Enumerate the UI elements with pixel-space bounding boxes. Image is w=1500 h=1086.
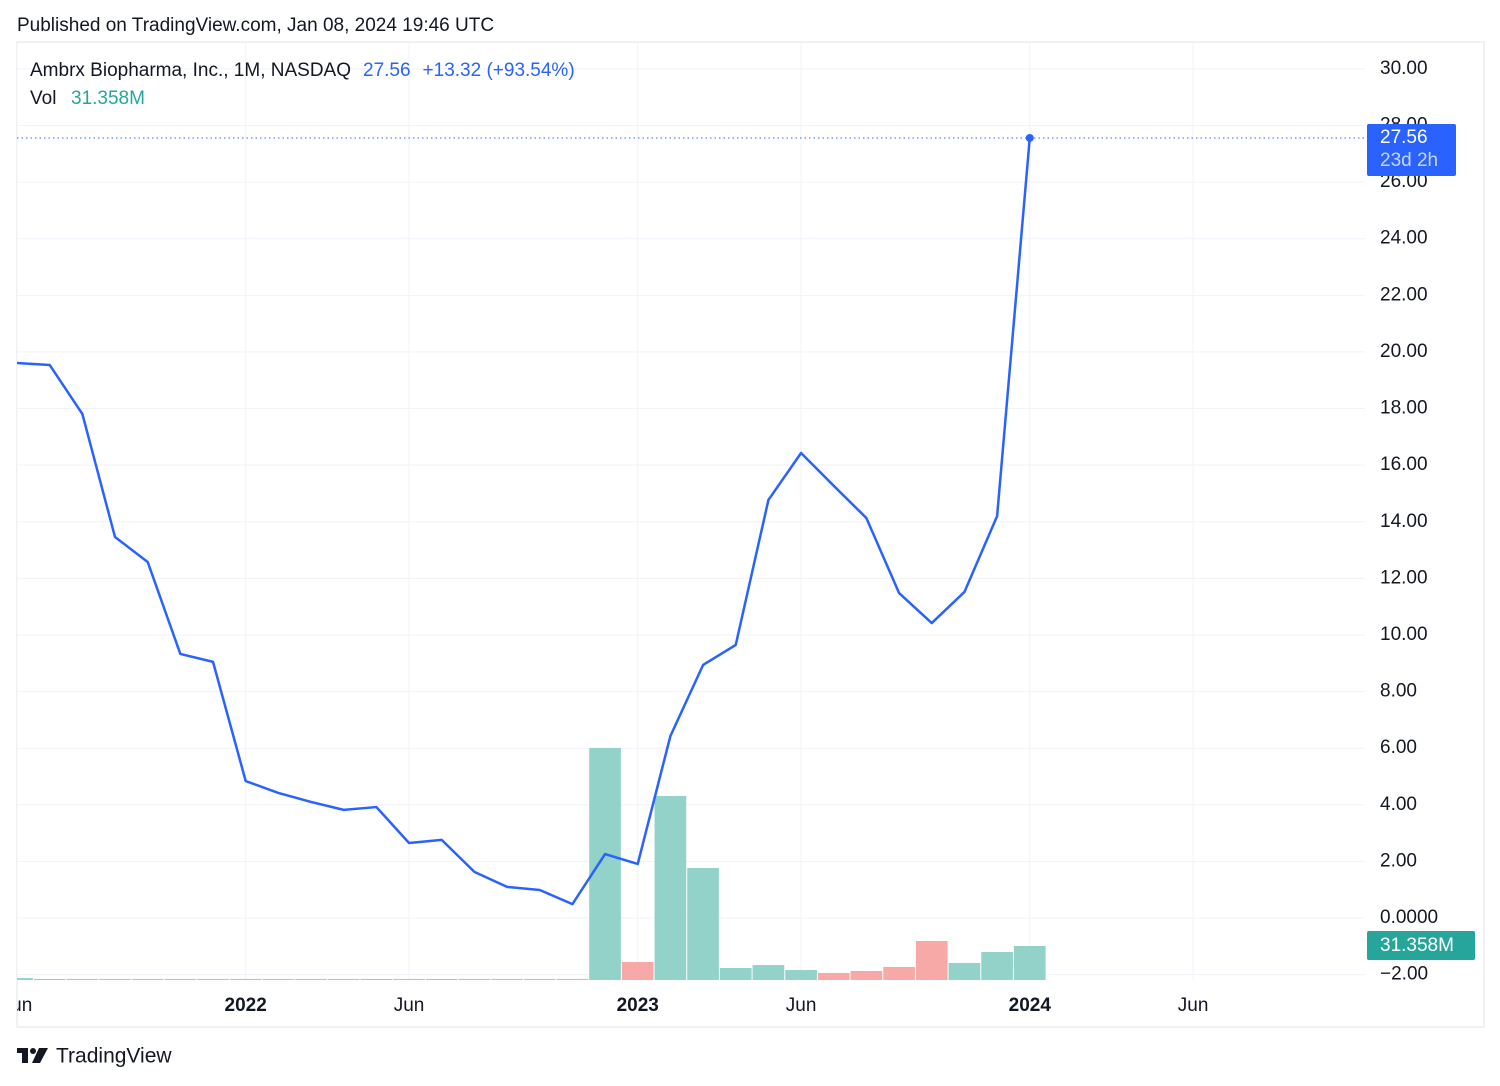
volume-bar [621,961,654,980]
volume-bar [1013,945,1046,980]
y-tick-label: 0.0000 [1380,907,1438,928]
volume-bar [66,978,99,980]
volume-bar [883,966,915,980]
y-tick-label: 20.00 [1380,341,1428,362]
volume-bar [360,978,393,980]
volume-bar [164,978,197,980]
volume-bar [687,867,719,980]
volume-bar [491,978,523,980]
y-tick-label: 22.00 [1380,284,1428,305]
x-tick-label: 2023 [617,995,659,1016]
price-badge [1367,123,1456,176]
volume-bar [817,972,850,980]
x-tick-label: Jun [786,995,817,1016]
published-note: Published on TradingView.com, Jan 08, 20… [17,15,494,36]
y-tick-label: 24.00 [1380,228,1428,249]
legend-title: Ambrx Biopharma, Inc., 1M, NASDAQ [30,60,351,81]
x-tick-label: Jun [1178,995,1209,1016]
volume-bar [589,747,621,980]
x-tick-label: 2022 [225,995,267,1016]
x-tick-label: 2024 [1009,995,1052,1016]
volume-badge-value: 31.358M [1380,935,1454,956]
y-tick-label: 26.00 [1380,171,1428,192]
volume-bar [523,978,556,980]
price-badge-value: 27.56 [1380,127,1428,148]
y-tick-label: 2.00 [1380,850,1417,871]
y-tick-label: 14.00 [1380,511,1428,532]
legend-last: 27.56 [363,60,411,81]
volume-bar [850,970,883,980]
x-tick-label: Jun [2,995,33,1016]
volume-bar [556,978,589,980]
volume-bar [915,940,948,980]
price-badge-countdown: 23d 2h [1380,150,1438,171]
brand-name: TradingView [56,1045,172,1068]
volume-bar [327,978,360,980]
legend-vol: Vol [30,88,56,109]
volume-bar [197,978,229,980]
volume-bar [752,965,785,980]
volume-bar [981,952,1013,980]
volume-bar [131,978,164,980]
pane-border [16,41,1485,1028]
y-tick-label: 4.00 [1380,794,1417,815]
y-tick-label: 8.00 [1380,681,1417,702]
legend-vol-value: 31.358M [71,88,145,109]
volume-bar [458,978,491,980]
y-tick-label: 12.00 [1380,567,1428,588]
volume-bar [17,978,33,980]
y-tick-label: 10.00 [1380,624,1428,645]
volume-badge [1367,930,1475,960]
last-point [1025,133,1034,142]
y-tick-label: 18.00 [1380,398,1428,419]
volume-bar [785,970,817,980]
volume-bar [262,978,295,980]
volume-bar [719,967,752,980]
volume-bar [229,978,262,980]
y-tick-label: 30.00 [1380,58,1428,79]
y-tick-label: 6.00 [1380,737,1417,758]
volume-bar [295,978,327,980]
volume-bar [425,978,458,980]
volume-bar [393,978,425,980]
y-tick-label: 16.00 [1380,454,1428,475]
x-tick-label: Jun [394,995,425,1016]
volume-bar [654,795,687,980]
volume-bar [33,978,66,980]
legend-change: +13.32 (+93.54%) [423,60,575,81]
price-line [17,137,1032,906]
volume-bar [99,978,131,980]
volume-bar [948,962,981,980]
y-tick-label: −2.00 [1380,964,1428,985]
brand-logo [17,1048,48,1063]
